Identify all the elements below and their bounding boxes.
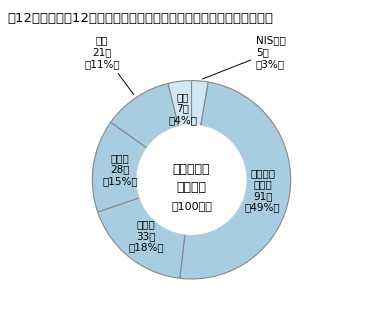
Text: 欧州
7人
（4%）: 欧州 7人 （4%） <box>169 92 198 125</box>
Text: 中南米
33人
（18%）: 中南米 33人 （18%） <box>129 219 164 252</box>
Text: （100％）: （100％） <box>171 201 212 210</box>
Wedge shape <box>192 81 208 126</box>
Text: 中近東
28人
（15%）: 中近東 28人 （15%） <box>103 153 138 186</box>
Text: １８５人: １８５人 <box>177 181 206 194</box>
Text: 欧州
21人
（11%）: 欧州 21人 （11%） <box>84 36 134 95</box>
Text: 参加者総数: 参加者総数 <box>173 163 210 176</box>
Wedge shape <box>168 81 192 127</box>
Text: 図12－４　平成12年度末までの上級国家行政セミナー地域別参加実績: 図12－４ 平成12年度末までの上級国家行政セミナー地域別参加実績 <box>8 12 274 25</box>
Wedge shape <box>180 82 291 279</box>
Wedge shape <box>92 122 147 212</box>
Text: NIS諸国
5人
（3%）: NIS諸国 5人 （3%） <box>203 36 286 79</box>
Circle shape <box>137 125 246 234</box>
Wedge shape <box>111 83 178 148</box>
Wedge shape <box>98 197 185 278</box>
Text: アジア・
大洋州
91人
（49%）: アジア・ 大洋州 91人 （49%） <box>245 168 280 213</box>
